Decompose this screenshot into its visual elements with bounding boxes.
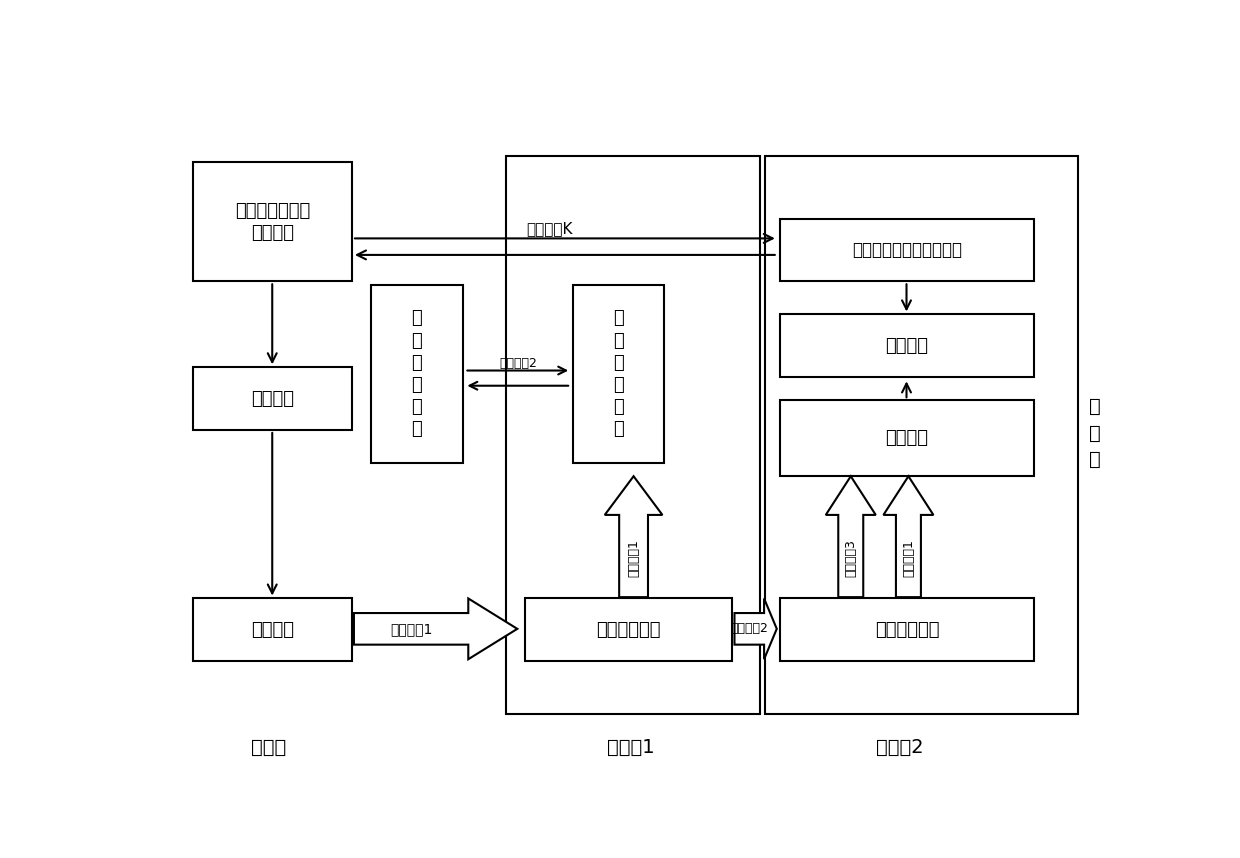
- Bar: [506, 156, 760, 714]
- Text: 解密模块: 解密模块: [885, 336, 929, 354]
- Bar: [573, 285, 665, 463]
- Text: 共享密钥K: 共享密钥K: [526, 221, 572, 236]
- Bar: [193, 367, 352, 430]
- Text: 发送端: 发送端: [250, 738, 286, 757]
- Text: 量子信道1: 量子信道1: [389, 622, 433, 636]
- Text: 顺序重排模块: 顺序重排模块: [874, 621, 939, 639]
- Text: 量子信道2: 量子信道2: [730, 622, 769, 635]
- Bar: [193, 599, 352, 662]
- Bar: [780, 400, 1034, 476]
- Text: 量子信道3: 量子信道3: [844, 540, 857, 577]
- Text: 经典信道2: 经典信道2: [500, 358, 537, 371]
- Text: 窃
听
检
测
模
块: 窃 听 检 测 模 块: [412, 310, 423, 438]
- Bar: [371, 285, 463, 463]
- Bar: [780, 314, 1034, 378]
- Text: 控制端2: 控制端2: [875, 738, 924, 757]
- Bar: [765, 156, 1078, 714]
- Text: 制备模块: 制备模块: [252, 621, 294, 639]
- Text: 接
收
端: 接 收 端: [1089, 397, 1101, 469]
- Bar: [525, 599, 732, 662]
- Text: 加密模块: 加密模块: [252, 390, 294, 408]
- Polygon shape: [734, 599, 776, 659]
- Text: 经典信道1: 经典信道1: [627, 540, 640, 577]
- Polygon shape: [605, 476, 662, 597]
- Text: 窃
听
检
测
模
块: 窃 听 检 测 模 块: [614, 310, 624, 438]
- Text: 量子密钥分发接收端模块: 量子密钥分发接收端模块: [852, 241, 962, 259]
- Polygon shape: [883, 476, 934, 597]
- Bar: [193, 162, 352, 281]
- Text: 量子密钥分发发
射端模块: 量子密钥分发发 射端模块: [236, 202, 310, 242]
- Bar: [780, 219, 1034, 281]
- Polygon shape: [353, 599, 517, 659]
- Bar: [780, 599, 1034, 662]
- Text: 测量模块: 测量模块: [885, 429, 929, 447]
- Text: 控制端1: 控制端1: [606, 738, 655, 757]
- Text: 顺序重排模块: 顺序重排模块: [596, 621, 661, 639]
- Polygon shape: [826, 476, 875, 597]
- Text: 经典信道1: 经典信道1: [901, 540, 915, 577]
